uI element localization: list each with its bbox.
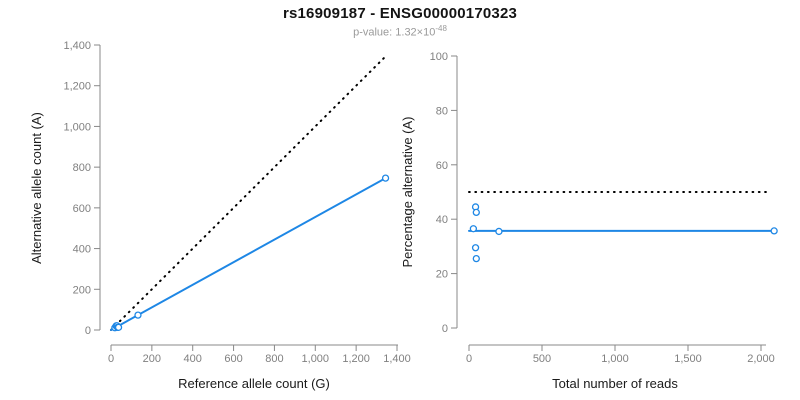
y-tick-label: 60 xyxy=(436,160,448,172)
y-axis-label: Percentage alternative (A) xyxy=(400,116,415,267)
y-tick-label: 200 xyxy=(73,284,91,296)
y-tick-label: 20 xyxy=(436,269,448,281)
data-point xyxy=(471,244,480,252)
data-point xyxy=(134,311,142,319)
y-tick-label: 1,400 xyxy=(63,40,91,52)
y-tick-label: 800 xyxy=(73,162,91,174)
x-axis-label: Total number of reads xyxy=(552,376,678,391)
x-tick-label: 1,500 xyxy=(674,353,702,365)
left-scatter-panel: 0 200 400 600 800 1,000 1,200 1,400 0 200 400 600 80… xyxy=(29,40,411,391)
y-tick-label: 1,000 xyxy=(63,121,91,133)
x-tick-label: 600 xyxy=(224,353,242,365)
data-point xyxy=(114,323,123,332)
data-point xyxy=(495,227,503,236)
fit-line xyxy=(110,177,387,331)
y-tick-label: 1,200 xyxy=(63,81,91,93)
x-axis-label: Reference allele count (G) xyxy=(178,376,330,391)
chart-title: rs16909187 - ENSG00000170323 xyxy=(282,5,518,22)
reference-dotted-line xyxy=(110,56,386,331)
x-tick-label: 1,400 xyxy=(383,353,411,365)
y-tick-label: 0 xyxy=(442,323,448,335)
y-tick-label: 400 xyxy=(73,244,91,256)
chart-subtitle: p-value: 1.32×10-48 xyxy=(0,24,800,39)
right-scatter-panel: 0 20 40 60 80 100 0 500 1,000 1,500 2,000 Total num… xyxy=(400,51,778,391)
x-tick-label: 0 xyxy=(466,353,472,365)
x-tick-label: 1,000 xyxy=(601,353,629,365)
x-tick-label: 0 xyxy=(108,353,114,365)
p-value-exponent: -48 xyxy=(435,24,447,33)
y-tick-label: 0 xyxy=(85,325,91,337)
data-point xyxy=(381,174,390,182)
x-tick-label: 1,200 xyxy=(342,353,370,365)
y-tick-label: 100 xyxy=(430,51,448,63)
y-axis-label: Alternative allele count (A) xyxy=(29,112,44,264)
x-tick-label: 2,000 xyxy=(747,353,775,365)
x-tick-label: 500 xyxy=(533,353,551,365)
y-tick-label: 600 xyxy=(73,203,91,215)
y-tick-label: 80 xyxy=(436,105,448,117)
y-tick-label: 40 xyxy=(436,214,448,226)
x-tick-label: 1,000 xyxy=(302,353,330,365)
data-point xyxy=(770,227,778,235)
data-point xyxy=(472,208,480,217)
p-value-text: p-value: 1.32×10 xyxy=(353,26,436,39)
data-point xyxy=(469,225,478,233)
x-tick-label: 800 xyxy=(265,353,283,365)
x-tick-label: 400 xyxy=(184,353,202,365)
x-tick-label: 200 xyxy=(143,353,161,365)
data-point xyxy=(472,254,480,263)
